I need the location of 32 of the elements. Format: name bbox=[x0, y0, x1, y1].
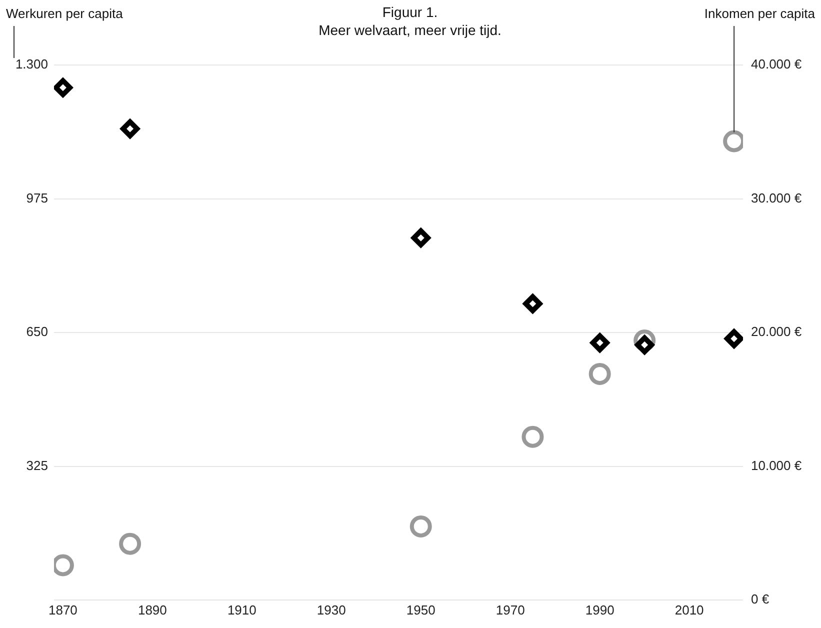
x-tick-label: 1910 bbox=[227, 602, 256, 618]
y-tick-label: 975 bbox=[26, 190, 48, 206]
y2-axis-title: Inkomen per capita bbox=[704, 6, 816, 22]
point bbox=[120, 119, 140, 138]
x-tick-label: 1950 bbox=[406, 602, 436, 618]
point bbox=[410, 515, 432, 538]
x-tick-label: 1990 bbox=[585, 602, 614, 618]
x-tick-label: 1890 bbox=[138, 602, 167, 618]
y2-tick-label: 10.000 € bbox=[751, 458, 802, 473]
y2-tick-label: 40.000 € bbox=[751, 56, 802, 72]
y-axis-title: Werkuren per capita bbox=[6, 6, 124, 22]
y-tick-label: 325 bbox=[26, 458, 48, 473]
y-tick-label: 1.300 bbox=[15, 56, 48, 72]
point bbox=[588, 362, 611, 385]
point bbox=[590, 333, 610, 352]
y2-tick-label: 30.000 € bbox=[751, 190, 802, 206]
point bbox=[523, 294, 542, 314]
chart-subtitle: Meer welvaart, meer vrije tijd. bbox=[318, 22, 502, 38]
y2-tick-label: 20.000 € bbox=[751, 324, 802, 340]
x-tick-label: 1870 bbox=[48, 602, 78, 618]
point bbox=[54, 78, 72, 98]
y-tick-label: 650 bbox=[26, 324, 48, 340]
point bbox=[522, 426, 544, 448]
point bbox=[635, 335, 654, 354]
x-tick-label: 2010 bbox=[674, 602, 704, 618]
y2-tick-label: 0 € bbox=[751, 592, 770, 607]
chart-title: Figuur 1. bbox=[382, 4, 438, 20]
x-tick-label: 1970 bbox=[496, 602, 525, 618]
point bbox=[411, 228, 430, 248]
x-tick-label: 1930 bbox=[316, 602, 346, 618]
point bbox=[119, 532, 142, 555]
point bbox=[724, 329, 743, 348]
